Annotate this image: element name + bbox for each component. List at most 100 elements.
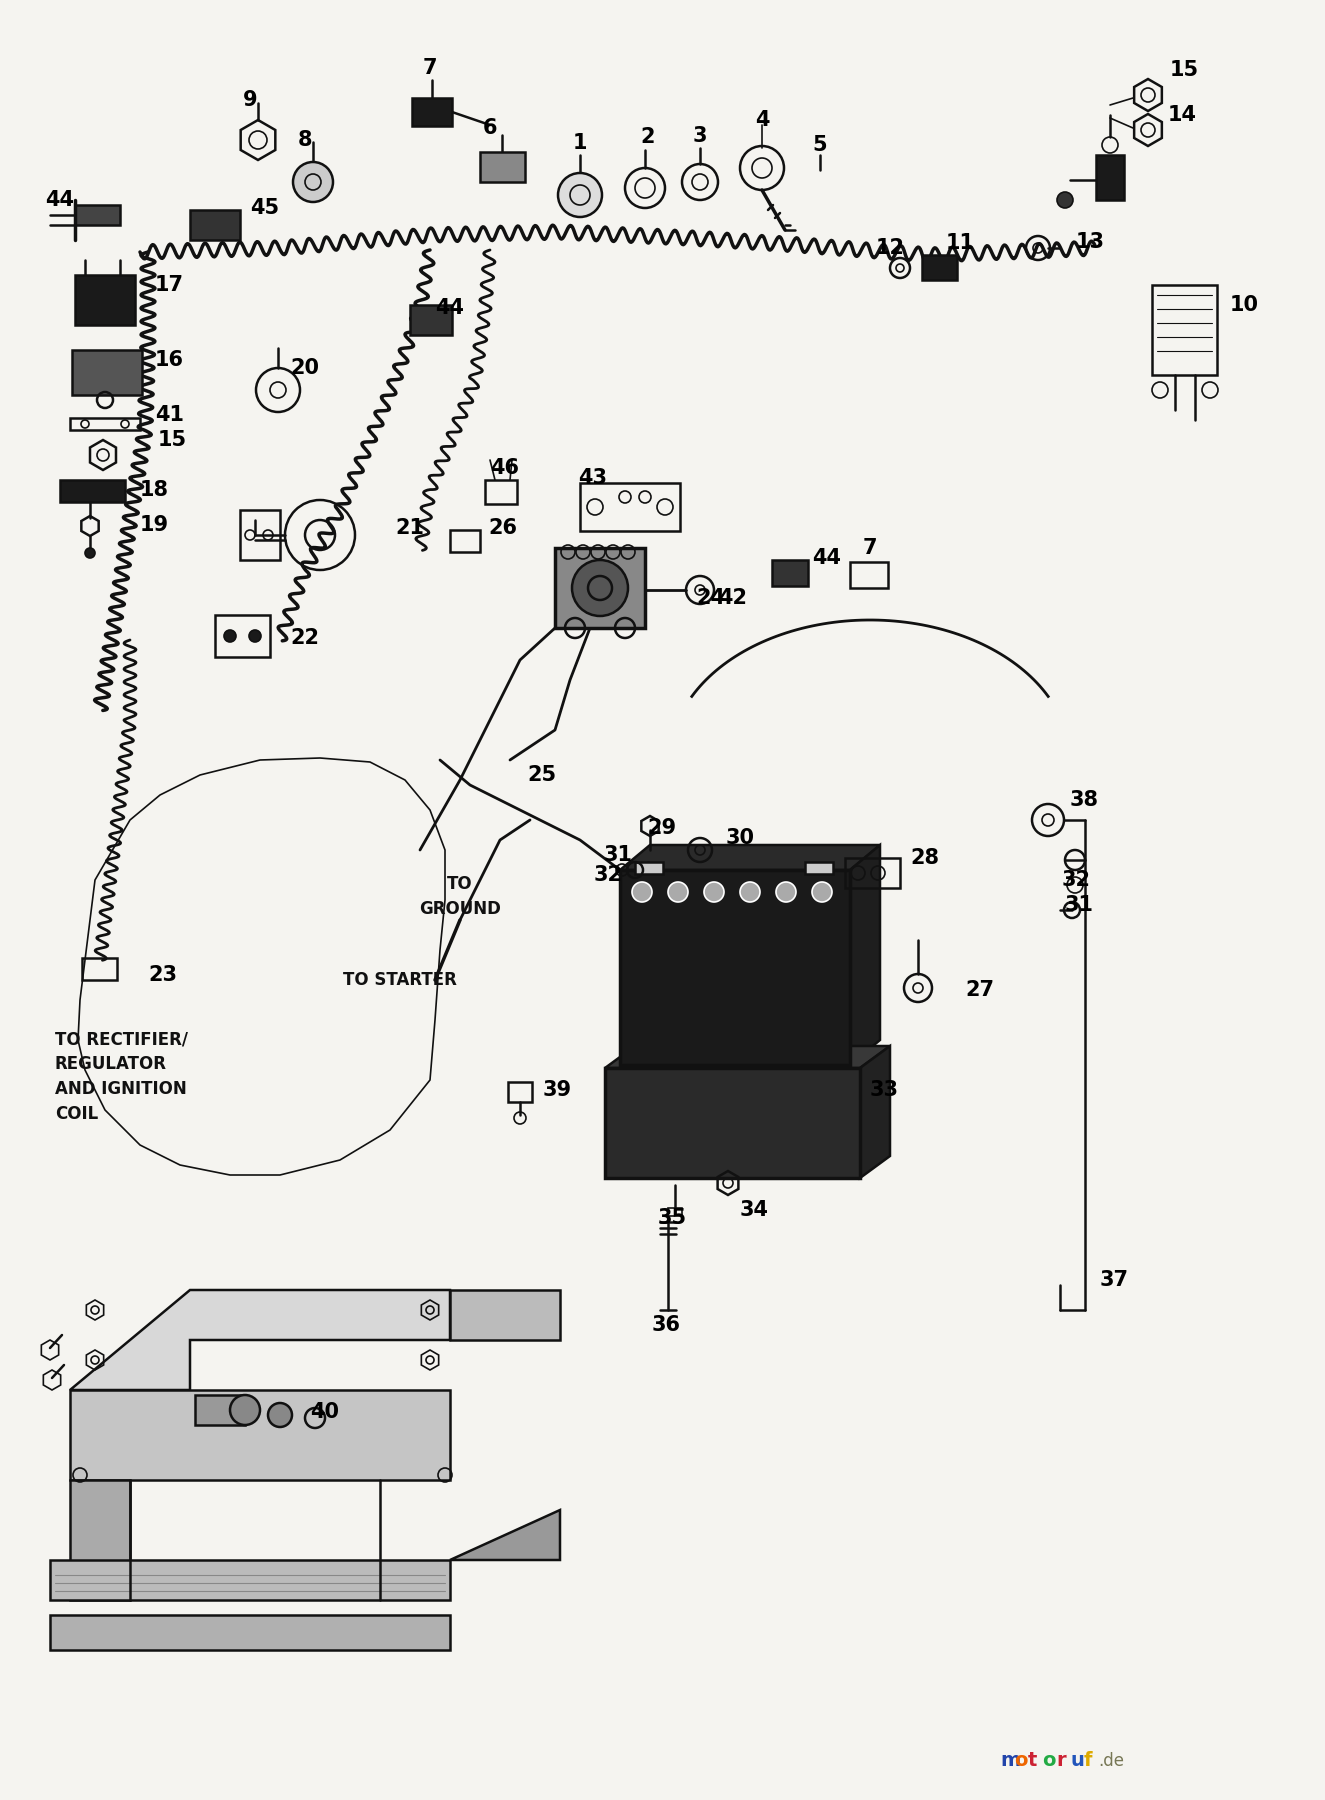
Bar [606, 1067, 860, 1177]
Text: 7: 7 [423, 58, 437, 77]
Bar [409, 304, 452, 335]
Bar [451, 529, 480, 553]
Polygon shape [851, 844, 880, 1066]
Text: u: u [1071, 1751, 1084, 1769]
Text: 29: 29 [648, 817, 677, 839]
Circle shape [558, 173, 602, 218]
Polygon shape [50, 1561, 451, 1600]
Text: 36: 36 [652, 1316, 681, 1336]
Text: 11: 11 [946, 232, 974, 254]
Text: 1: 1 [572, 133, 587, 153]
Polygon shape [451, 1510, 560, 1561]
Polygon shape [620, 844, 880, 869]
Text: t: t [1028, 1751, 1037, 1769]
Text: 45: 45 [250, 198, 280, 218]
Polygon shape [70, 1480, 130, 1600]
Text: 19: 19 [140, 515, 170, 535]
Text: 32: 32 [1063, 869, 1090, 889]
Bar [635, 862, 662, 875]
Bar [1096, 155, 1124, 200]
Text: 13: 13 [1076, 232, 1105, 252]
Text: 14: 14 [1169, 104, 1196, 124]
Text: 43: 43 [578, 468, 607, 488]
Polygon shape [76, 205, 121, 225]
Polygon shape [860, 1046, 890, 1177]
Text: o: o [1041, 1751, 1056, 1769]
Text: 17: 17 [155, 275, 184, 295]
Bar [82, 958, 117, 979]
Bar [507, 1082, 533, 1102]
Circle shape [224, 630, 236, 643]
Circle shape [293, 162, 333, 202]
Text: 31: 31 [1065, 895, 1094, 914]
Text: 40: 40 [310, 1402, 339, 1422]
Bar [845, 859, 900, 887]
Bar [412, 97, 452, 126]
Bar [580, 482, 680, 531]
Bar [60, 481, 125, 502]
Polygon shape [70, 1390, 450, 1480]
Text: 8: 8 [298, 130, 313, 149]
Text: 7: 7 [863, 538, 877, 558]
Text: 31: 31 [603, 844, 632, 866]
Text: 44: 44 [435, 299, 464, 319]
Text: 10: 10 [1230, 295, 1259, 315]
Text: .de: .de [1098, 1751, 1124, 1769]
Circle shape [739, 882, 761, 902]
Polygon shape [50, 1615, 451, 1651]
Text: 26: 26 [488, 518, 517, 538]
Text: o: o [1014, 1751, 1027, 1769]
Text: 27: 27 [965, 979, 994, 1001]
Bar [772, 560, 808, 587]
Text: 22: 22 [290, 628, 319, 648]
Bar [480, 151, 525, 182]
Bar [195, 1395, 245, 1426]
Text: 12: 12 [876, 238, 905, 257]
Text: 4: 4 [755, 110, 770, 130]
Text: 2: 2 [641, 128, 656, 148]
Text: 20: 20 [290, 358, 319, 378]
Bar [72, 349, 142, 394]
Circle shape [1057, 193, 1073, 209]
Bar [555, 547, 645, 628]
Text: 32: 32 [594, 866, 623, 886]
Bar [851, 562, 888, 589]
Circle shape [668, 882, 688, 902]
Text: 18: 18 [140, 481, 170, 500]
Circle shape [249, 630, 261, 643]
Text: 3: 3 [693, 126, 708, 146]
Text: 25: 25 [527, 765, 556, 785]
Bar [620, 869, 851, 1066]
Text: 38: 38 [1071, 790, 1098, 810]
Text: 42: 42 [718, 589, 747, 608]
Bar [1151, 284, 1216, 374]
Text: 6: 6 [482, 119, 497, 139]
Text: 35: 35 [659, 1208, 688, 1228]
Text: 15: 15 [158, 430, 187, 450]
Bar [806, 862, 833, 875]
Circle shape [812, 882, 832, 902]
Bar [240, 509, 280, 560]
Text: 30: 30 [726, 828, 754, 848]
Bar [215, 616, 270, 657]
Bar [485, 481, 517, 504]
Text: 44: 44 [812, 547, 841, 569]
Text: 41: 41 [155, 405, 184, 425]
Bar [189, 211, 240, 239]
Bar [668, 1208, 682, 1217]
Circle shape [85, 547, 95, 558]
Text: TO STARTER: TO STARTER [343, 970, 457, 988]
Text: 23: 23 [148, 965, 178, 985]
Text: 24: 24 [696, 589, 725, 608]
Text: 44: 44 [45, 191, 74, 211]
Bar [922, 256, 957, 281]
Circle shape [776, 882, 796, 902]
Text: f: f [1084, 1751, 1093, 1769]
Text: 37: 37 [1100, 1271, 1129, 1291]
Text: TO RECTIFIER/
REGULATOR
AND IGNITION
COIL: TO RECTIFIER/ REGULATOR AND IGNITION COI… [56, 1030, 188, 1123]
Bar [76, 275, 135, 326]
Circle shape [632, 882, 652, 902]
Polygon shape [451, 1291, 560, 1339]
Text: 16: 16 [155, 349, 184, 371]
Text: 34: 34 [739, 1201, 768, 1220]
